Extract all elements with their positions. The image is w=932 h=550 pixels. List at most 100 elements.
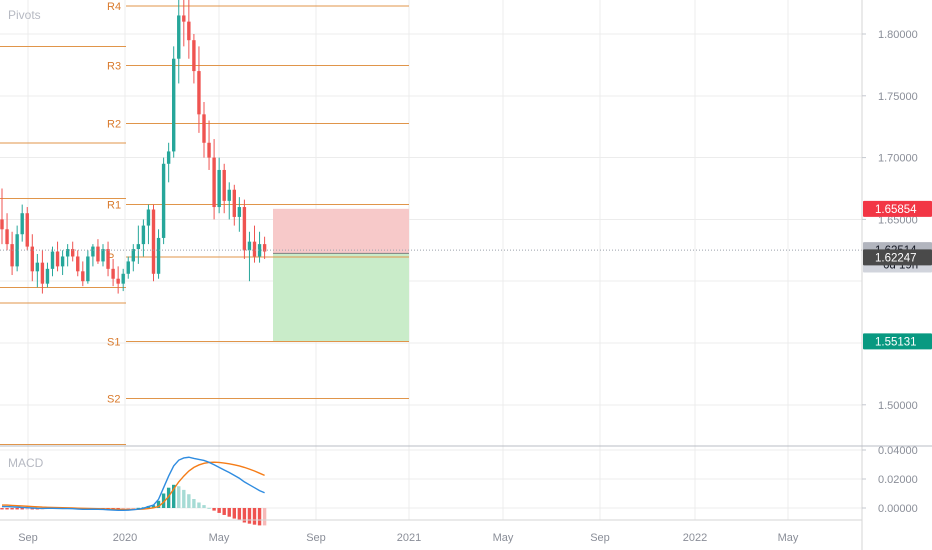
- candle: [136, 225, 141, 264]
- stop-loss-zone[interactable]: [273, 208, 409, 254]
- candle: [232, 184, 236, 226]
- long-position-tool[interactable]: [273, 208, 409, 342]
- time-tick-label[interactable]: May: [778, 532, 799, 544]
- time-tick-label[interactable]: 2022: [683, 532, 707, 544]
- macd-histogram-bar: [207, 507, 211, 509]
- pivots-indicator-label[interactable]: Pivots: [8, 8, 41, 22]
- candle: [177, 0, 181, 84]
- macd-histogram-bar: [247, 508, 252, 524]
- macd-tick-label[interactable]: 0.00000: [878, 503, 918, 515]
- price-tick-label[interactable]: 1.70000: [878, 153, 918, 165]
- time-tick-label[interactable]: May: [209, 532, 230, 544]
- candle: [50, 246, 55, 277]
- macd-histogram-bar: [197, 502, 201, 508]
- candle: [212, 139, 216, 220]
- price-tick-label[interactable]: 1.75000: [878, 91, 918, 103]
- macd-tick-label[interactable]: 0.04000: [878, 445, 918, 457]
- candle: [30, 234, 34, 282]
- candle: [242, 199, 247, 259]
- macd-line: [2, 456, 265, 512]
- candle: [35, 254, 40, 288]
- macd-histogram-bar: [252, 508, 257, 525]
- stop-loss-price-badge[interactable]: 1.65854: [863, 200, 932, 217]
- candle: [131, 244, 135, 272]
- macd-histogram-bar: [177, 486, 181, 508]
- candle: [247, 231, 252, 282]
- macd-histogram-bar: [136, 507, 141, 509]
- candle: [192, 34, 196, 84]
- candle: [182, 0, 186, 47]
- macd-histogram-bar: [237, 508, 242, 521]
- candle: [237, 197, 242, 232]
- time-tick-label[interactable]: Sep: [306, 532, 326, 544]
- macd-histogram-bar: [116, 508, 120, 510]
- macd-indicator-label[interactable]: MACD: [8, 456, 44, 470]
- candle: [96, 239, 100, 264]
- macd-histogram-bar: [172, 484, 176, 508]
- svg-text:1.65854: 1.65854: [875, 204, 917, 216]
- take-profit-price-badge[interactable]: 1.55131: [863, 333, 932, 350]
- candle: [116, 266, 120, 294]
- candle: [101, 244, 105, 267]
- candle: [25, 207, 29, 251]
- price-candles: [0, 0, 862, 294]
- time-tick-label[interactable]: Sep: [590, 532, 610, 544]
- candle: [126, 256, 130, 279]
- macd-pane: [0, 456, 267, 526]
- price-tick-label[interactable]: 1.50000: [878, 400, 918, 412]
- time-tick-label[interactable]: 2020: [113, 532, 137, 544]
- candle: [106, 241, 110, 277]
- candle: [217, 157, 221, 214]
- time-tick-label[interactable]: Sep: [18, 532, 38, 544]
- macd-histogram-bar: [257, 508, 262, 526]
- macd-histogram-bar: [131, 508, 135, 509]
- price-tick-label[interactable]: 1.80000: [878, 29, 918, 41]
- candle: [146, 204, 151, 245]
- macd-histogram-bar: [0, 508, 4, 510]
- macd-histogram-bar: [156, 500, 161, 508]
- macd-histogram-bar: [202, 505, 206, 508]
- candle: [15, 225, 19, 272]
- pivot-label-r1: R1: [107, 200, 121, 212]
- svg-text:1.55131: 1.55131: [875, 336, 917, 348]
- candle: [20, 204, 24, 242]
- candle: [55, 241, 60, 272]
- pivot-label-s1: S1: [107, 336, 120, 348]
- macd-histogram-bar: [227, 508, 231, 517]
- macd-histogram-bar: [151, 505, 156, 508]
- pivot-label-p: P: [107, 252, 114, 264]
- entry-price-badge[interactable]: 1.62247: [863, 249, 932, 266]
- candle: [257, 231, 262, 263]
- pivot-label-r4: R4: [107, 1, 121, 13]
- price-tick-label[interactable]: 1.65000: [878, 214, 918, 226]
- candle: [166, 142, 171, 183]
- macd-histogram-bar: [30, 508, 34, 510]
- candle: [187, 0, 191, 59]
- macd-histogram-bar: [192, 499, 196, 508]
- macd-histogram-bar: [222, 508, 226, 515]
- time-tick-label[interactable]: May: [493, 532, 514, 544]
- time-tick-label[interactable]: 2021: [397, 532, 421, 544]
- candle: [156, 229, 161, 279]
- pivot-label-r3: R3: [107, 61, 121, 73]
- candle: [71, 241, 75, 262]
- candle: [40, 250, 45, 294]
- macd-histogram-bar: [10, 508, 14, 510]
- macd-histogram-bar: [126, 508, 130, 509]
- macd-histogram-bar: [212, 508, 216, 511]
- candle: [81, 261, 85, 287]
- macd-histogram-bar: [232, 508, 236, 519]
- macd-histogram-bar: [217, 508, 221, 513]
- candle: [262, 236, 267, 259]
- macd-histogram-bar: [20, 508, 24, 510]
- candle: [0, 188, 4, 245]
- macd-histogram-bar: [161, 493, 166, 508]
- candle: [121, 268, 125, 292]
- pivot-label-r2: R2: [107, 119, 121, 131]
- take-profit-zone[interactable]: [273, 253, 409, 342]
- macd-histogram-bar: [182, 489, 186, 508]
- macd-tick-label[interactable]: 0.02000: [878, 474, 918, 486]
- macd-histogram-bar: [187, 494, 191, 508]
